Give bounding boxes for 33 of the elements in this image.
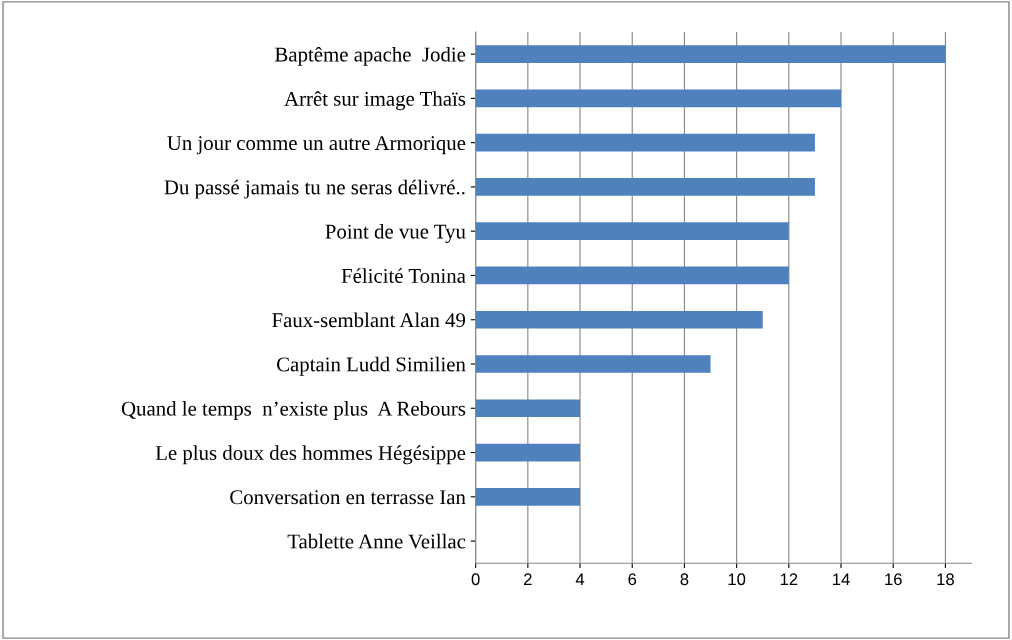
y-tick-label: Conversation en terrasse Ian (230, 490, 466, 505)
x-tick-label: 6 (628, 573, 637, 586)
y-tick-label: Félicité Tonina (341, 268, 466, 283)
x-tick-label: 16 (885, 573, 902, 586)
y-tick-label: Quand le temps n’existe plus A Rebours (121, 401, 466, 420)
y-tick-label: Un jour comme un autre Armorique (167, 136, 466, 155)
x-tick-label: 10 (728, 573, 746, 586)
y-tick-label: Captain Ludd Similien (276, 356, 466, 376)
bar (475, 45, 946, 63)
y-tick-label: Du passé jamais tu ne seras délivré.. (164, 179, 465, 199)
bar (475, 89, 842, 108)
bar (475, 222, 789, 241)
x-tick-label: 18 (937, 573, 954, 586)
x-tick-label: 0 (471, 573, 480, 586)
bar (475, 133, 815, 152)
x-tick-label: 8 (680, 573, 689, 586)
x-tick-label: 12 (780, 573, 798, 585)
bar (475, 355, 711, 373)
y-tick-label: Point de vue Tyu (325, 223, 466, 243)
y-tick-label: Arrêt sur image Thaïs (284, 91, 466, 111)
bar (475, 399, 581, 418)
bar (475, 178, 815, 196)
bar (475, 443, 581, 462)
bar (475, 266, 789, 285)
x-tick-label: 14 (833, 573, 850, 585)
bar (475, 487, 581, 506)
y-tick-label: Faux-semblant Alan 49 (272, 312, 466, 328)
y-tick-label: Tablette Anne Veillac (287, 533, 466, 549)
y-tick-label: Le plus doux des hommes Hégésippe (155, 445, 466, 465)
y-tick-label: Baptême apache Jodie (275, 46, 466, 66)
x-tick-label: 4 (575, 573, 585, 585)
x-tick-label: 2 (524, 573, 532, 585)
bar (475, 310, 763, 329)
